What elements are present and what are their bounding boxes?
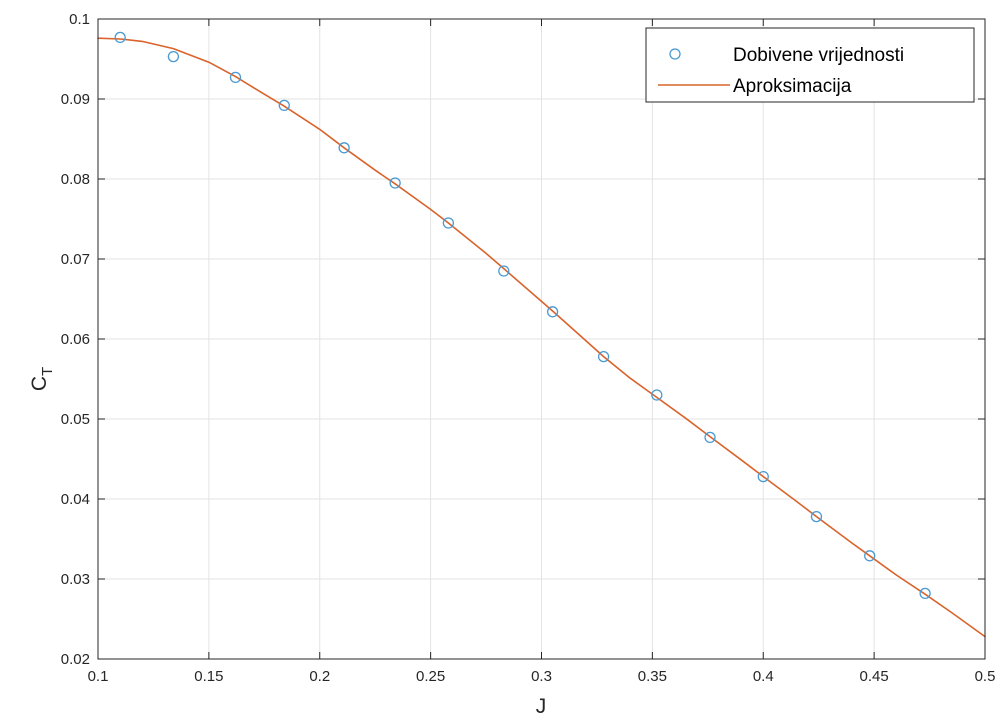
x-tick-labels: 0.1 0.15 0.2 0.25 0.3 0.35 0.4 0.45 0.5 <box>88 668 996 685</box>
y-tick-label: 0.07 <box>61 251 90 268</box>
data-point <box>389 177 401 189</box>
y-tick-label: 0.06 <box>61 331 90 348</box>
x-tick-label: 0.1 <box>88 668 109 685</box>
y-tick-label: 0.09 <box>61 91 90 108</box>
y-axis-label: CT <box>28 367 56 391</box>
data-point <box>278 99 290 112</box>
series-layer <box>97 31 986 638</box>
y-tick-label: 0.1 <box>69 11 90 28</box>
data-point <box>546 306 559 318</box>
x-tick-label: 0.2 <box>309 668 330 685</box>
legend-marker-icon <box>669 48 681 60</box>
data-point <box>810 510 823 523</box>
legend: Dobivene vrijednosti Aproksimacija <box>645 27 975 103</box>
y-tick-labels: 0.02 0.03 0.04 0.05 0.06 0.07 0.08 0.09 0.1 <box>61 11 90 668</box>
data-point <box>757 470 769 483</box>
data-point <box>338 142 350 154</box>
legend-label-fit: Aproksimacija <box>733 76 852 97</box>
x-tick-label: 0.15 <box>194 668 223 685</box>
data-point <box>919 587 931 600</box>
data-point <box>442 217 455 229</box>
x-axis-label: J <box>536 695 547 717</box>
y-tick-label: 0.08 <box>61 171 90 188</box>
x-tick-label: 0.35 <box>638 668 667 685</box>
y-axis-label-subscript: T <box>39 367 56 376</box>
data-point <box>498 265 510 277</box>
legend-label-measured: Dobivene vrijednosti <box>733 45 904 66</box>
data-point <box>597 350 610 363</box>
x-tick-label: 0.4 <box>753 668 774 685</box>
data-point <box>114 31 126 44</box>
y-tick-label: 0.02 <box>61 651 90 668</box>
series-line-fit <box>97 37 986 638</box>
data-point <box>167 50 180 63</box>
data-point <box>229 71 242 84</box>
data-point <box>651 389 663 401</box>
x-tick-label: 0.5 <box>975 668 996 685</box>
x-tick-label: 0.25 <box>416 668 445 685</box>
x-tick-label: 0.3 <box>531 668 552 685</box>
axes <box>97 18 986 660</box>
data-point <box>704 431 716 444</box>
data-point <box>864 550 876 562</box>
legend-box <box>645 27 975 103</box>
y-tick-label: 0.03 <box>61 571 90 588</box>
y-tick-label: 0.04 <box>61 491 90 508</box>
x-tick-label: 0.45 <box>860 668 889 685</box>
y-tick-label: 0.05 <box>61 411 90 428</box>
axes-box <box>97 18 986 660</box>
y-axis-label-main: C <box>28 376 51 391</box>
